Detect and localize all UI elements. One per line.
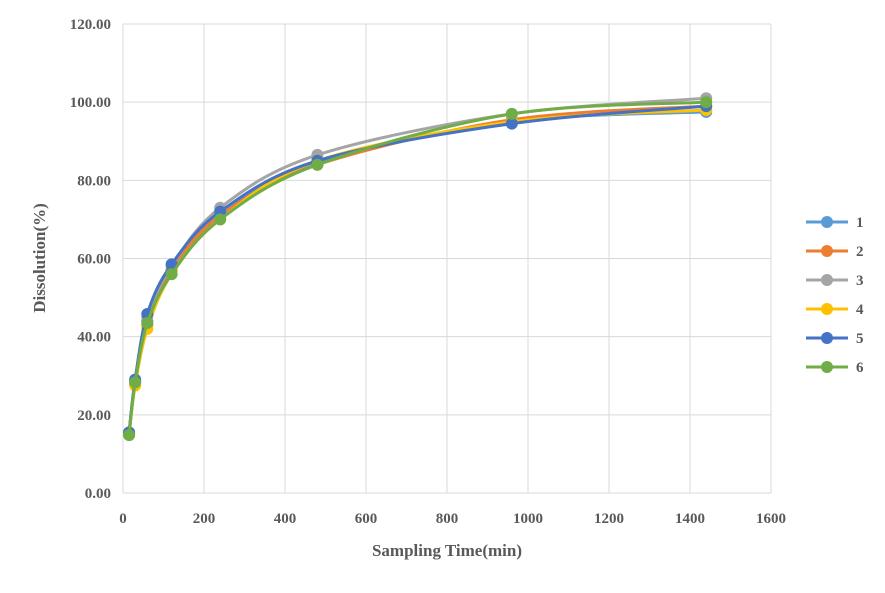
legend-marker-2 — [821, 245, 833, 257]
grid — [122, 23, 772, 494]
x-tick-label: 1600 — [756, 511, 786, 527]
series-6-line — [127, 100, 707, 436]
tick-labels: 0 200 400 600 800 1000 1200 1400 1600 0.00 20.00 40… — [70, 17, 786, 527]
series-lines — [123, 92, 713, 442]
legend-label-5: 5 — [856, 331, 864, 347]
legend-marker-1 — [821, 216, 833, 228]
x-tick-label: 1000 — [513, 511, 543, 527]
series-1-line — [127, 110, 707, 434]
series-6-point — [129, 376, 142, 389]
series-6-point — [123, 429, 136, 442]
series-6-point — [700, 96, 713, 109]
y-axis-label: Dissolution(%) — [30, 203, 49, 313]
series-3-line — [127, 96, 707, 434]
legend-marker-6 — [821, 361, 833, 373]
x-tick-label: 1400 — [675, 511, 705, 527]
series-5-point — [505, 117, 518, 130]
series-6-point — [214, 213, 227, 226]
legend-marker-3 — [821, 274, 833, 286]
legend-label-3: 3 — [856, 273, 864, 289]
legend-marker-5 — [821, 332, 833, 344]
series-6-point — [505, 107, 518, 120]
y-tick-label: 100.00 — [70, 95, 111, 111]
y-tick-label: 80.00 — [77, 173, 111, 189]
y-tick-label: 60.00 — [77, 252, 111, 268]
x-tick-label: 800 — [436, 511, 459, 527]
legend-marker-4 — [821, 303, 833, 315]
legend-label-1: 1 — [856, 215, 864, 231]
y-tick-label: 0.00 — [85, 486, 111, 502]
series-5-line — [127, 104, 707, 433]
x-tick-label: 0 — [119, 511, 127, 527]
legend-label-4: 4 — [856, 302, 864, 318]
x-tick-label: 400 — [274, 511, 297, 527]
x-tick-label: 200 — [193, 511, 216, 527]
legend-label-6: 6 — [856, 360, 864, 376]
series-4-line — [127, 108, 707, 435]
x-axis-label: Sampling Time(min) — [372, 541, 522, 560]
x-tick-label: 1200 — [594, 511, 624, 527]
y-tick-label: 120.00 — [70, 17, 111, 33]
series-6-point — [311, 158, 324, 171]
y-tick-label: 40.00 — [77, 330, 111, 346]
series-6-point — [141, 316, 154, 329]
y-tick-label: 20.00 — [77, 408, 111, 424]
legend-label-2: 2 — [856, 244, 864, 260]
x-tick-label: 600 — [355, 511, 378, 527]
series-2-line — [127, 104, 707, 435]
legend: 1 2 3 4 5 6 — [806, 215, 864, 376]
series-6-point — [165, 268, 178, 281]
